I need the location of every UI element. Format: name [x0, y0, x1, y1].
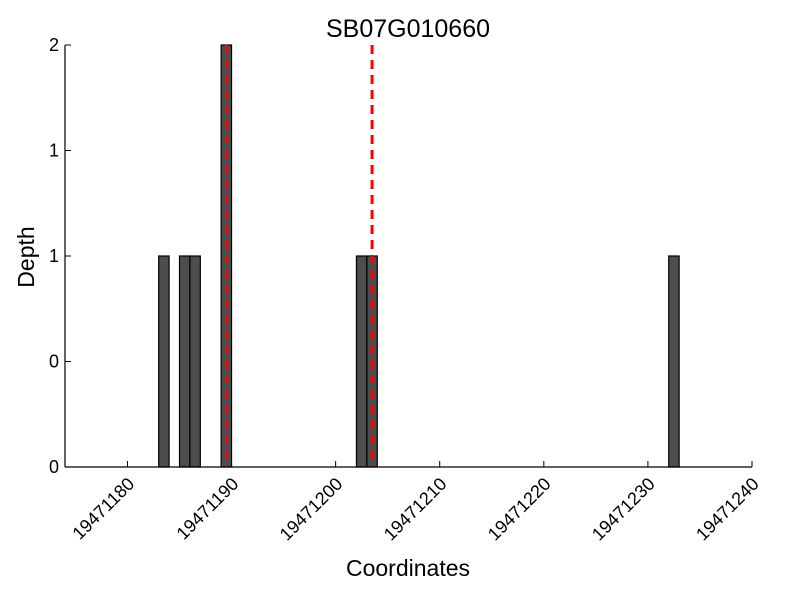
x-tick-label: 19471210: [380, 474, 451, 545]
bar: [355, 255, 368, 468]
x-tick-label: 19471230: [588, 474, 659, 545]
x-axis-label: Coordinates: [346, 555, 470, 581]
bar: [158, 255, 170, 468]
y-tick-label: 1: [49, 246, 59, 266]
bars-layer: [158, 44, 680, 468]
bar: [189, 255, 201, 468]
y-ticks-layer: 0 0 1 1 2: [49, 35, 71, 477]
bar: [668, 255, 680, 468]
y-tick-label: 0: [49, 352, 59, 372]
x-tick-label: 19471200: [276, 474, 347, 545]
x-tick-label: 19471180: [68, 474, 138, 544]
y-tick-label: 1: [49, 141, 59, 161]
x-tick-label: 19471240: [692, 474, 763, 545]
x-tick-label: 19471220: [484, 474, 555, 545]
chart-title: SB07G010660: [326, 15, 490, 43]
y-axis-label: Depth: [13, 226, 39, 287]
bar: [178, 255, 191, 468]
y-tick-label: 0: [49, 457, 59, 477]
markers-layer: [224, 45, 374, 467]
x-ticks-layer: 19471180 19471190 19471200 19471210 19471220…: [68, 461, 763, 545]
x-tick-label: 19471190: [173, 474, 243, 544]
y-tick-label: 2: [49, 35, 59, 55]
